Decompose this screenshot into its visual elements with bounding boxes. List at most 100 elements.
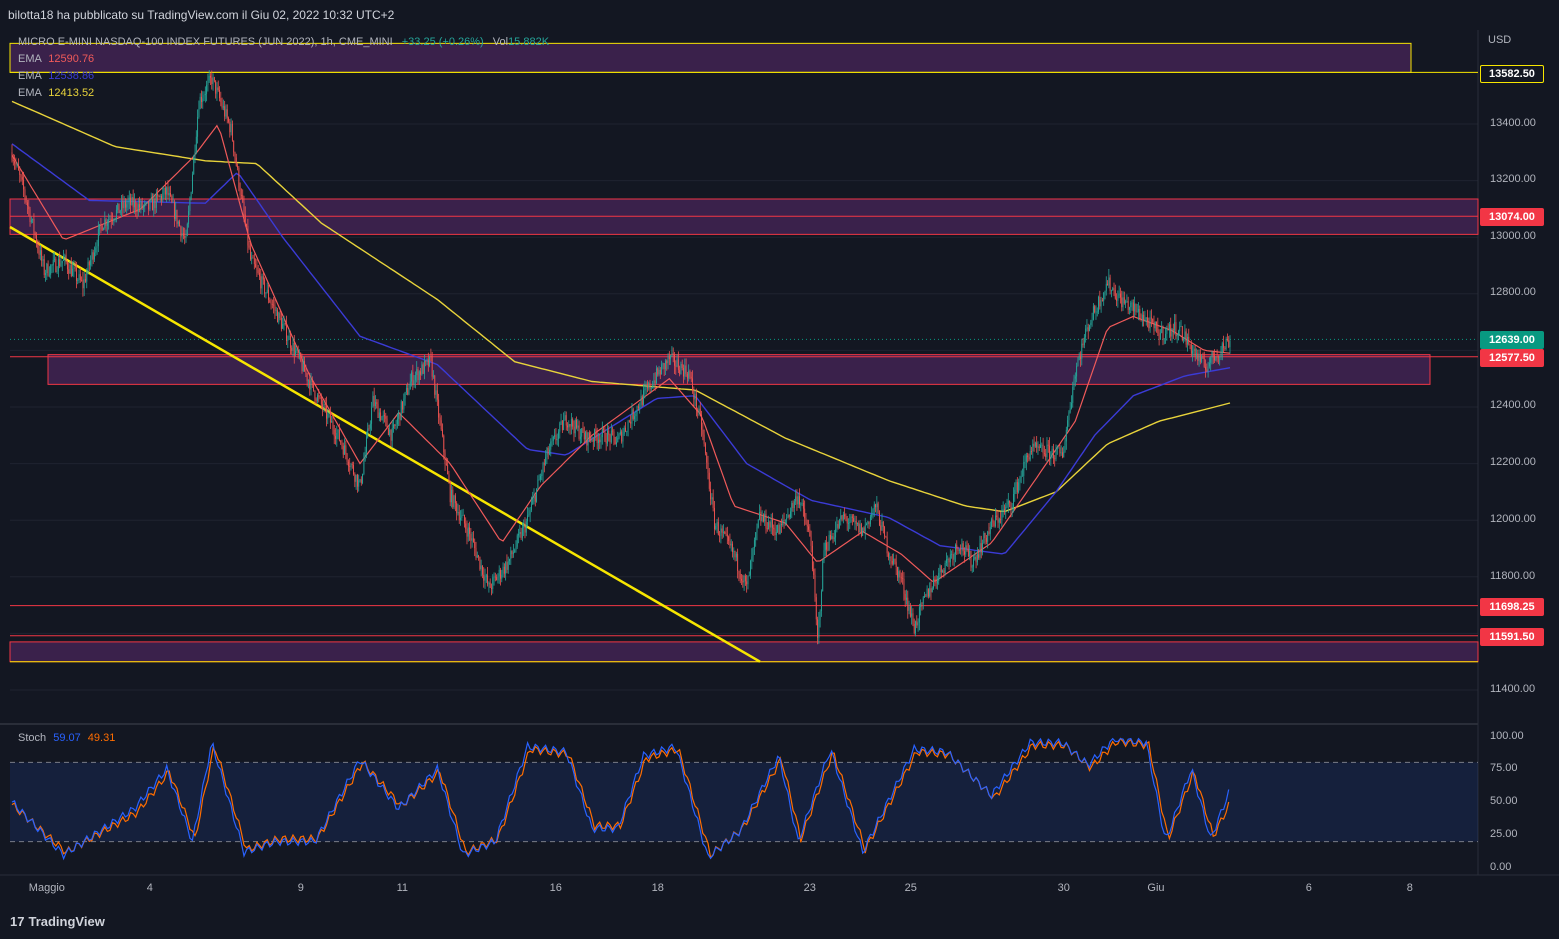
candle-body <box>153 198 155 211</box>
candle-body <box>364 452 366 461</box>
candle-body <box>1193 348 1195 351</box>
candle-body <box>671 353 673 356</box>
candle-body <box>810 536 812 546</box>
candle-body <box>799 496 800 505</box>
candle-body <box>115 209 117 219</box>
candle-body <box>848 523 849 524</box>
candle-body <box>273 304 275 306</box>
candle-body <box>170 193 171 196</box>
candle-body <box>1029 451 1031 460</box>
candle-body <box>256 267 258 270</box>
candle-body <box>1060 452 1062 454</box>
candle-body <box>1046 444 1048 458</box>
candle-body <box>429 355 431 367</box>
candle-body <box>462 515 464 516</box>
candle-body <box>631 409 633 424</box>
time-tick-label: 23 <box>803 882 816 894</box>
candle-body <box>37 243 39 249</box>
candle-body <box>715 525 717 530</box>
candle-body <box>675 365 677 367</box>
candle-body <box>773 527 775 530</box>
candle-body <box>916 621 918 626</box>
candle-body <box>307 380 309 382</box>
candle-body <box>368 428 370 430</box>
legend-ema-fast: EMA 12590.76 <box>18 53 94 65</box>
candle-body <box>908 606 910 611</box>
candle-body <box>123 201 125 209</box>
candle-body <box>1116 298 1118 301</box>
candle-body <box>50 265 52 275</box>
candle-body <box>1045 453 1047 458</box>
candle-body <box>1214 355 1215 361</box>
candle-body <box>792 503 794 509</box>
candle-body <box>845 516 847 519</box>
candle-body <box>654 380 656 384</box>
candle-body <box>1091 319 1093 323</box>
candle-body <box>158 195 160 198</box>
candle-body <box>220 98 222 102</box>
candle-body <box>1054 458 1056 460</box>
candle-body <box>29 209 31 222</box>
candle-body <box>176 209 178 224</box>
candle-body <box>1123 297 1125 304</box>
candle-body <box>494 576 496 578</box>
candle-body <box>570 419 572 427</box>
candle-body <box>331 421 333 423</box>
candle-body <box>24 189 26 197</box>
candle-body <box>510 550 512 559</box>
candle-body <box>614 436 616 445</box>
candle-body <box>759 511 761 520</box>
candle-body <box>52 259 54 266</box>
candle-body <box>1159 332 1161 340</box>
candle-body <box>881 521 883 531</box>
chart-canvas[interactable] <box>0 30 1559 904</box>
candle-body <box>73 267 75 269</box>
candle-body <box>483 574 485 581</box>
candle-body <box>318 395 320 397</box>
candle-body <box>362 473 364 483</box>
candle-body <box>786 518 788 520</box>
candle-body <box>287 339 289 341</box>
candle-body <box>750 560 751 576</box>
supply-demand-zone <box>9 42 1412 73</box>
candle-body <box>900 577 902 579</box>
candle-body <box>423 360 425 374</box>
candle-body <box>175 209 177 219</box>
candle-body <box>1033 443 1035 447</box>
candle-body <box>118 203 120 214</box>
candle-body <box>710 488 712 500</box>
candle-body <box>351 464 353 466</box>
candle-body <box>583 432 585 440</box>
candle-body <box>582 428 584 433</box>
price-tick-label: 13000.00 <box>1490 230 1536 242</box>
candle-body <box>414 375 416 381</box>
candle-body <box>431 356 433 377</box>
candle-body <box>105 219 107 226</box>
candle-body <box>612 430 614 432</box>
candle-body <box>219 90 220 99</box>
candle-body <box>238 167 240 188</box>
candle-body <box>386 418 388 429</box>
brand-name: TradingView <box>28 914 105 929</box>
candle-body <box>1043 453 1045 454</box>
candle-body <box>1225 338 1227 349</box>
candle-body <box>1019 477 1021 483</box>
candle-body <box>1121 297 1123 308</box>
candle-body <box>420 371 422 375</box>
tradingview-logo[interactable]: 17 TradingView <box>10 914 105 929</box>
candle-body <box>819 611 821 620</box>
candle-body <box>863 527 865 532</box>
candle-body <box>1037 446 1039 448</box>
candle-body <box>1157 325 1159 334</box>
candle-body <box>1072 387 1074 403</box>
candle-body <box>1223 343 1225 348</box>
candle-body <box>1065 429 1067 442</box>
candle-body <box>788 514 790 518</box>
candle-body <box>857 522 858 525</box>
candle-body <box>961 543 963 550</box>
candle-body <box>674 354 675 366</box>
candle-body <box>341 442 343 447</box>
candle-body <box>623 427 625 434</box>
trendline[interactable] <box>9 225 761 663</box>
candle-body <box>507 561 509 570</box>
